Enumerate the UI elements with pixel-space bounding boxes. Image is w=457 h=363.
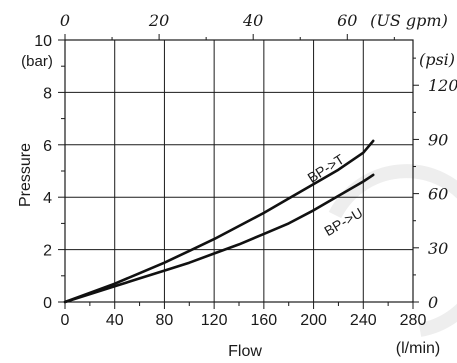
x-tick-label: 0 [61, 312, 70, 329]
x-tick-label: 120 [201, 312, 228, 329]
secondary-x-tick-label: 40 [242, 11, 263, 30]
y-tick-label: 8 [43, 85, 52, 102]
grid [65, 40, 413, 302]
y-axis-title: Pressure [17, 143, 34, 207]
secondary-x-tick-label: 60 [337, 11, 357, 30]
secondary-y-tick-label: 30 [428, 239, 448, 258]
secondary-x-unit-label: (US gpm) [370, 11, 448, 30]
series-line [63, 139, 375, 304]
x-unit-label: (l/min) [396, 340, 440, 357]
x-tick-label: 160 [251, 312, 278, 329]
y-unit-label: (bar) [21, 53, 53, 70]
secondary-y-tick-label: 0 [428, 293, 438, 312]
series-line [63, 173, 375, 304]
y-tick-label: 2 [43, 243, 52, 260]
watermark-arc [328, 164, 457, 337]
x-axis-title: Flow [228, 343, 262, 360]
secondary-y-tick-label: 60 [428, 185, 448, 204]
series-lines [63, 139, 375, 304]
y-tick-label: 0 [43, 295, 52, 312]
plot-frame [64, 39, 414, 303]
x-tick-label: 40 [106, 312, 124, 329]
tick-marks [58, 34, 419, 309]
y-tick-label: 6 [43, 138, 52, 155]
x-tick-label: 280 [400, 312, 427, 329]
secondary-x-tick-label: 20 [148, 11, 169, 30]
secondary-y-tick-label: 120 [428, 76, 457, 95]
x-tick-label: 200 [300, 312, 327, 329]
secondary-x-tick-label: 0 [60, 11, 70, 30]
secondary-y-tick-label: 90 [428, 130, 448, 149]
secondary-y-unit-label: (psi) [419, 50, 455, 69]
x-tick-label: 240 [350, 312, 377, 329]
y-tick-label: 4 [43, 190, 52, 207]
y-tick-label: 10 [34, 33, 52, 50]
series-label: BP->T [305, 151, 348, 186]
x-tick-label: 80 [156, 312, 174, 329]
